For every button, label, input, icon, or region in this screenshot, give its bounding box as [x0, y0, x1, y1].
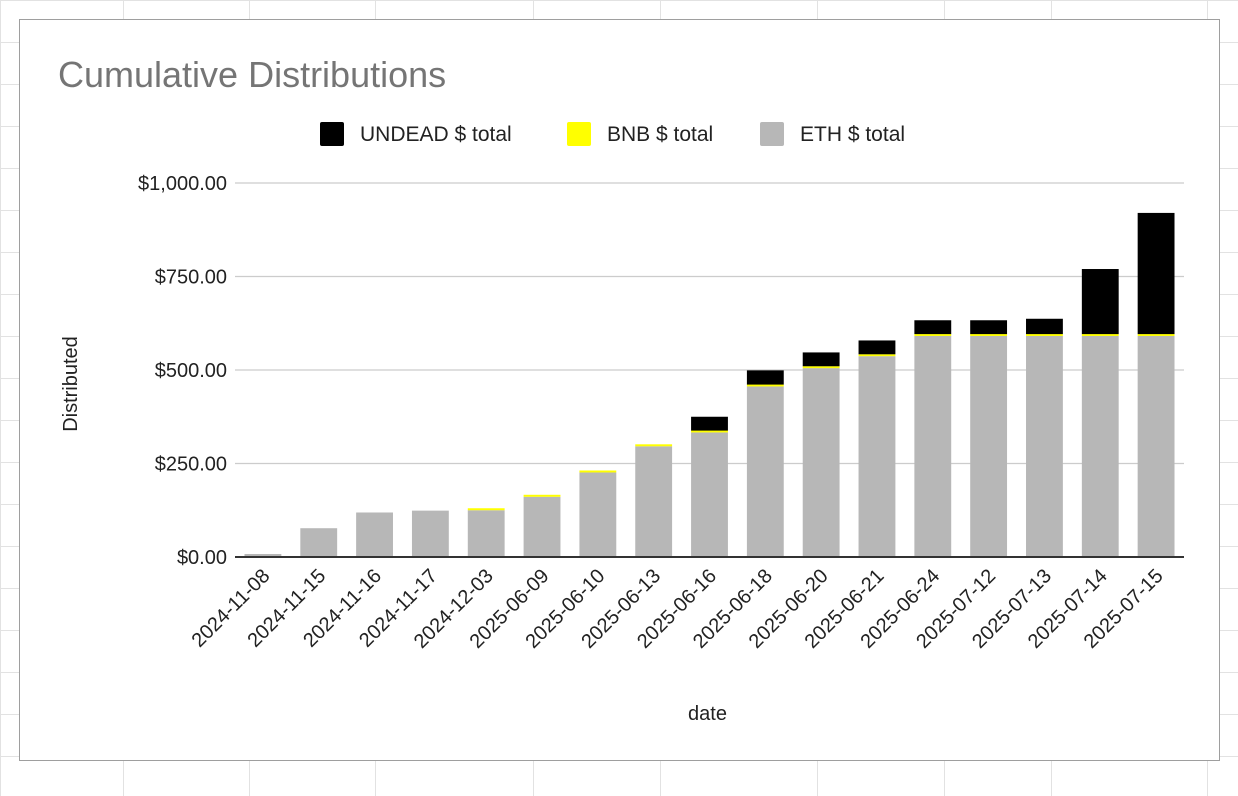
y-axis-title: Distributed [60, 336, 82, 432]
chart-container[interactable]: Cumulative Distributions $0.00 $250.00 $50… [19, 19, 1220, 761]
bar-eth-total[interactable] [244, 554, 282, 557]
x-axis-title: date [688, 703, 727, 725]
x-tick-labels: 2024-11-082024-11-152024-11-162024-11-17… [188, 565, 1168, 653]
chart-title: Cumulative Distributions [58, 54, 447, 95]
legend-swatch [760, 122, 784, 146]
bar-bnb-total[interactable] [467, 508, 505, 511]
y-tick-label: $750.00 [155, 267, 227, 289]
legend-swatch [320, 122, 344, 146]
bar-eth-total[interactable] [1137, 335, 1175, 557]
bar-bnb-total[interactable] [635, 444, 673, 447]
bar-eth-total[interactable] [802, 368, 840, 557]
bar-undead-total[interactable] [858, 340, 896, 355]
bar-undead-total[interactable] [1026, 318, 1063, 335]
bars [244, 212, 1175, 557]
bar-eth-total[interactable] [635, 446, 673, 557]
bar-bnb-total[interactable] [1137, 333, 1175, 336]
bar-undead-total[interactable] [802, 352, 840, 367]
bar-eth-total[interactable] [691, 432, 728, 557]
bar-bnb-total[interactable] [1081, 333, 1119, 336]
bar-undead-total[interactable] [1081, 269, 1119, 335]
bar-bnb-total[interactable] [914, 333, 952, 336]
bar-eth-total[interactable] [411, 510, 449, 557]
bar-bnb-total[interactable] [802, 366, 840, 369]
legend: UNDEAD $ total BNB $ total ETH $ total [320, 122, 905, 146]
legend-label: UNDEAD $ total [360, 123, 512, 146]
bar-eth-total[interactable] [356, 512, 393, 557]
legend-label: ETH $ total [800, 123, 905, 146]
bar-undead-total[interactable] [970, 320, 1008, 335]
y-tick-labels: $0.00 $250.00 $500.00 $750.00 $1,000.00 [138, 173, 227, 569]
bar-eth-total[interactable] [579, 472, 617, 557]
bar-eth-total[interactable] [746, 386, 784, 557]
bar-eth-total[interactable] [970, 335, 1008, 557]
bar-bnb-total[interactable] [858, 354, 896, 357]
bar-eth-total[interactable] [523, 496, 561, 557]
bar-bnb-total[interactable] [579, 470, 617, 473]
bar-bnb-total[interactable] [523, 494, 561, 497]
bar-bnb-total[interactable] [970, 333, 1008, 336]
bar-eth-total[interactable] [467, 510, 505, 557]
y-tick-label: $500.00 [155, 360, 227, 382]
bar-undead-total[interactable] [914, 320, 952, 335]
legend-swatch [567, 122, 591, 146]
bar-eth-total[interactable] [300, 528, 338, 557]
y-tick-label: $250.00 [155, 454, 227, 476]
bar-undead-total[interactable] [691, 416, 728, 431]
bar-eth-total[interactable] [858, 356, 896, 557]
bar-bnb-total[interactable] [691, 430, 728, 433]
y-tick-label: $1,000.00 [138, 173, 227, 195]
bar-bnb-total[interactable] [746, 384, 784, 387]
bar-eth-total[interactable] [1081, 335, 1119, 557]
y-tick-label: $0.00 [177, 547, 227, 569]
bar-bnb-total[interactable] [1026, 333, 1063, 336]
bar-eth-total[interactable] [914, 335, 952, 557]
chart-svg: $0.00 $250.00 $500.00 $750.00 $1,000.00 2024… [60, 122, 1184, 725]
bar-eth-total[interactable] [1026, 335, 1063, 557]
legend-label: BNB $ total [607, 123, 713, 146]
bar-undead-total[interactable] [1137, 212, 1175, 335]
bar-undead-total[interactable] [746, 370, 784, 385]
